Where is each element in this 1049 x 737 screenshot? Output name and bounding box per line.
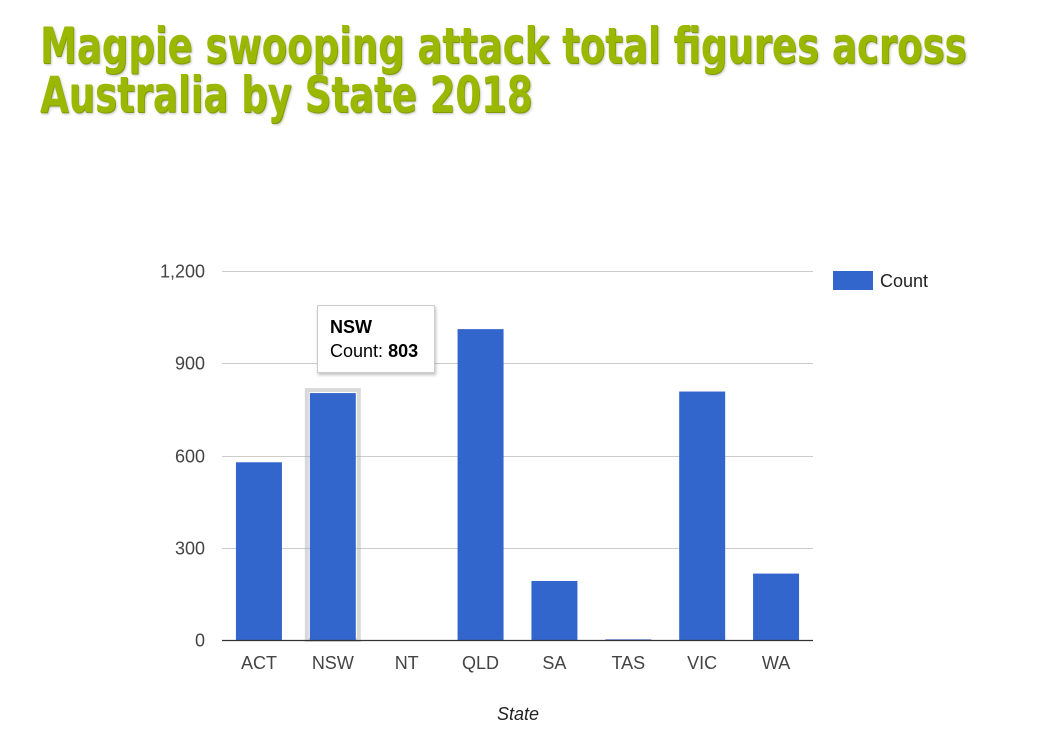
tooltip-value: 803 [388, 341, 419, 361]
bar-nsw[interactable] [309, 393, 356, 640]
axes: 0 300 600 900 1,200 ACT NSW NT QLD SA TAS VIC WA [160, 262, 813, 673]
bar-wa[interactable] [753, 573, 800, 640]
bar-sa[interactable] [531, 580, 578, 640]
y-tick-label: 1,200 [160, 262, 205, 282]
y-tick-label: 900 [175, 354, 205, 374]
x-axis-title: State [497, 704, 539, 724]
tooltip-series-label: Count: [330, 341, 384, 361]
bar-vic[interactable] [679, 391, 726, 640]
legend-label: Count [880, 271, 928, 291]
x-tick-label: QLD [462, 653, 499, 673]
bar-tooltip: NSW Count: 803 [317, 305, 435, 373]
x-tick-label: NT [395, 653, 419, 673]
bar-act[interactable] [235, 462, 282, 640]
x-tick-label: NSW [312, 653, 354, 673]
tooltip-category: NSW [330, 317, 372, 337]
legend: Count [833, 271, 928, 291]
y-tick-label: 600 [175, 447, 205, 467]
x-tick-label: WA [762, 653, 790, 673]
x-tick-label: TAS [611, 653, 645, 673]
legend-swatch [833, 271, 873, 290]
y-tick-label: 0 [195, 631, 205, 651]
tooltip-value-line: Count: 803 [330, 338, 434, 364]
x-tick-label: SA [542, 653, 566, 673]
bars [235, 329, 800, 643]
page-title: Magpie swooping attack total figures acr… [40, 17, 967, 124]
y-tick-label: 300 [175, 539, 205, 559]
bar-qld[interactable] [457, 329, 504, 640]
x-tick-label: VIC [687, 653, 717, 673]
bar-tas[interactable] [605, 639, 652, 640]
x-tick-label: ACT [241, 653, 277, 673]
